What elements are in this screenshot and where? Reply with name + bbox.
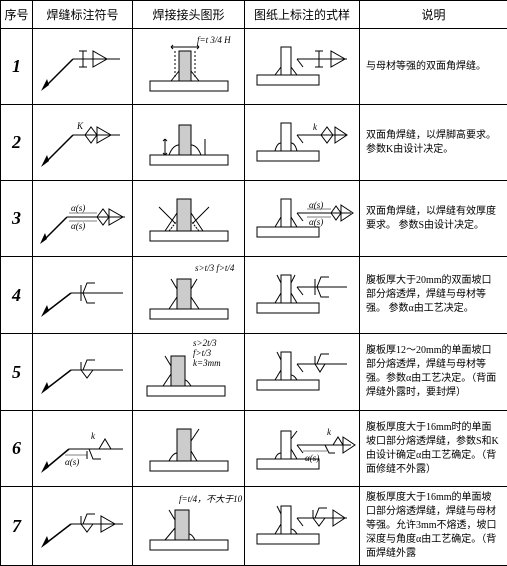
drawing-style-icon [247, 37, 357, 97]
drawing-cell [245, 29, 360, 105]
serial-num: 4 [1, 257, 33, 334]
joint-cell [133, 411, 245, 487]
symbol-cell [33, 29, 133, 105]
table-row: 6 k α(s) [1, 411, 507, 487]
joint-cell: f=t/4，不大于10 [133, 487, 245, 566]
svg-text:s>2t/3f>t/3k=3mm: s>2t/3f>t/3k=3mm [193, 338, 221, 368]
weld-symbol-icon: α(s) α(s) [35, 189, 131, 249]
joint-diagram-icon [135, 109, 243, 177]
weld-symbol-icon [35, 37, 131, 97]
drawing-style-icon: α(s) α(s) [247, 189, 357, 249]
weld-symbol-icon: k α(s) [35, 419, 131, 479]
drawing-style-icon [247, 496, 357, 556]
desc-cell: 腹板厚度大于16mm时的单面坡口部分熔透焊缝，参数S和K由设计确定α由工艺确定。… [360, 411, 507, 487]
joint-diagram-icon [135, 415, 243, 483]
svg-text:k: k [91, 431, 96, 441]
drawing-style-icon: k [247, 113, 357, 173]
drawing-cell: k α(s) [245, 411, 360, 487]
serial-num: 2 [1, 105, 33, 181]
svg-text:α(s): α(s) [309, 200, 323, 210]
drawing-cell: k [245, 105, 360, 181]
serial-num: 3 [1, 181, 33, 257]
svg-text:α(s): α(s) [309, 217, 323, 227]
header-joint: 焊接接头图形 [133, 1, 245, 29]
joint-diagram-icon: s>t/3 f>t/4 [135, 259, 243, 331]
desc-cell: 腹板厚大于20mm的双面坡口部分熔透焊，焊缝与母材等强。 参数α由工艺决定。 [360, 257, 507, 334]
symbol-cell: k α(s) [33, 411, 133, 487]
welding-symbols-table: 序号 焊缝标注符号 焊接接头图形 图纸上标注的式样 说明 1 [0, 0, 507, 566]
table-row: 5 s>2t/3f>t/3k=3mm [1, 334, 507, 411]
weld-symbol-icon [35, 265, 131, 325]
desc-cell: 与母材等强的双面角焊缝。 [360, 29, 507, 105]
desc-cell: 腹板厚度大于16mm的单面坡口部分熔透焊缝，焊缝与母材等强。允许3mm不熔透，坡… [360, 487, 507, 566]
symbol-cell: α(s) α(s) [33, 181, 133, 257]
symbol-cell [33, 487, 133, 566]
svg-text:α(s): α(s) [305, 453, 319, 463]
joint-diagram-icon: f=t 3/4 H [135, 33, 243, 101]
drawing-cell [245, 487, 360, 566]
header-serial: 序号 [1, 1, 33, 29]
joint-diagram-icon [135, 185, 243, 253]
symbol-cell: K [33, 105, 133, 181]
symbol-cell [33, 257, 133, 334]
table-row: 2 K [1, 105, 507, 181]
drawing-cell [245, 257, 360, 334]
joint-cell: s>t/3 f>t/4 [133, 257, 245, 334]
table-row: 4 s>t/3 f>t/4 [1, 257, 507, 334]
desc-cell: 双面角焊缝，以焊脚高要求。参数K由设计决定。 [360, 105, 507, 181]
svg-text:k: k [313, 122, 318, 132]
joint-cell [133, 181, 245, 257]
joint-cell: f=t 3/4 H [133, 29, 245, 105]
svg-text:α(s): α(s) [65, 457, 79, 467]
joint-cell [133, 105, 245, 181]
serial-num: 7 [1, 487, 33, 566]
table-row: 7 f=t/4，不大于10 [1, 487, 507, 566]
desc-cell: 双面角焊缝，以焊缝有效厚度要求。 参数S由设计决定。 [360, 181, 507, 257]
serial-num: 6 [1, 411, 33, 487]
weld-symbol-icon [35, 342, 131, 402]
joint-diagram-icon: f=t/4，不大于10 [135, 492, 243, 560]
weld-symbol-icon: K [35, 113, 131, 173]
joint-diagram-icon: s>2t/3f>t/3k=3mm [135, 336, 243, 408]
svg-text:s>t/3 f>t/4: s>t/3 f>t/4 [195, 263, 235, 273]
drawing-style-icon: k α(s) [247, 419, 357, 479]
joint-label: f=t 3/4 H [197, 35, 231, 45]
header-symbol: 焊缝标注符号 [33, 1, 133, 29]
drawing-style-icon [247, 265, 357, 325]
svg-text:α(s): α(s) [71, 203, 85, 213]
weld-symbol-icon [35, 496, 131, 556]
serial-num: 5 [1, 334, 33, 411]
header-row: 序号 焊缝标注符号 焊接接头图形 图纸上标注的式样 说明 [1, 1, 507, 29]
joint-cell: s>2t/3f>t/3k=3mm [133, 334, 245, 411]
drawing-cell: α(s) α(s) [245, 181, 360, 257]
svg-text:f=t/4，不大于10: f=t/4，不大于10 [179, 494, 243, 504]
header-drawing: 图纸上标注的式样 [245, 1, 360, 29]
drawing-style-icon [247, 342, 357, 402]
table-row: 3 α(s) α(s) [1, 181, 507, 257]
desc-cell: 腹板厚12～20mm的单面坡口部分熔透焊，焊缝与母材等强。参数α由工艺决定。（背… [360, 334, 507, 411]
drawing-cell [245, 334, 360, 411]
symbol-cell [33, 334, 133, 411]
svg-text:α(s): α(s) [71, 221, 85, 231]
table-row: 1 f=t 3/4 H [1, 29, 507, 105]
svg-text:K: K [76, 121, 84, 131]
serial-num: 1 [1, 29, 33, 105]
svg-text:k: k [327, 427, 332, 437]
header-desc: 说明 [360, 1, 507, 29]
